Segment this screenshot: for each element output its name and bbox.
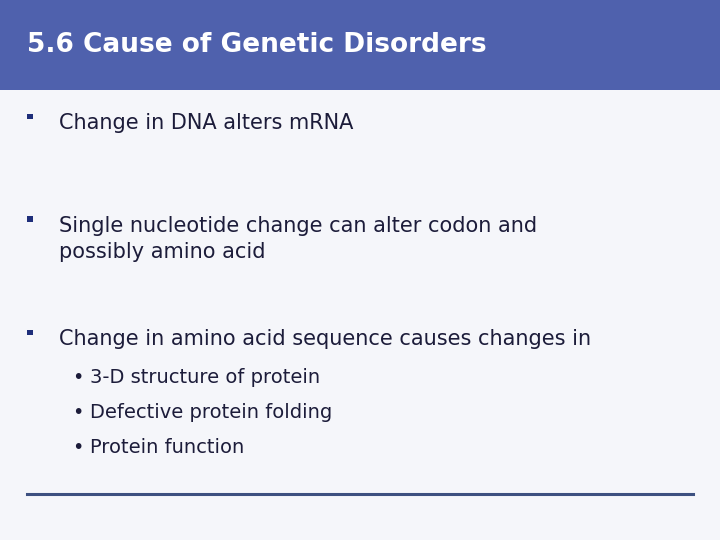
- FancyBboxPatch shape: [27, 217, 32, 221]
- Text: 5.6 Cause of Genetic Disorders: 5.6 Cause of Genetic Disorders: [27, 32, 487, 58]
- Text: Protein function: Protein function: [90, 438, 244, 457]
- Text: Change in DNA alters mRNA: Change in DNA alters mRNA: [59, 113, 354, 133]
- Text: •: •: [72, 403, 84, 422]
- FancyBboxPatch shape: [27, 114, 32, 119]
- Text: 3-D structure of protein: 3-D structure of protein: [90, 368, 320, 387]
- Text: Defective protein folding: Defective protein folding: [90, 403, 332, 422]
- FancyBboxPatch shape: [27, 330, 32, 335]
- Text: •: •: [72, 438, 84, 457]
- Text: Single nucleotide change can alter codon and
possibly amino acid: Single nucleotide change can alter codon…: [59, 216, 537, 261]
- Text: •: •: [72, 368, 84, 387]
- Text: Change in amino acid sequence causes changes in: Change in amino acid sequence causes cha…: [59, 329, 591, 349]
- FancyBboxPatch shape: [0, 0, 720, 90]
